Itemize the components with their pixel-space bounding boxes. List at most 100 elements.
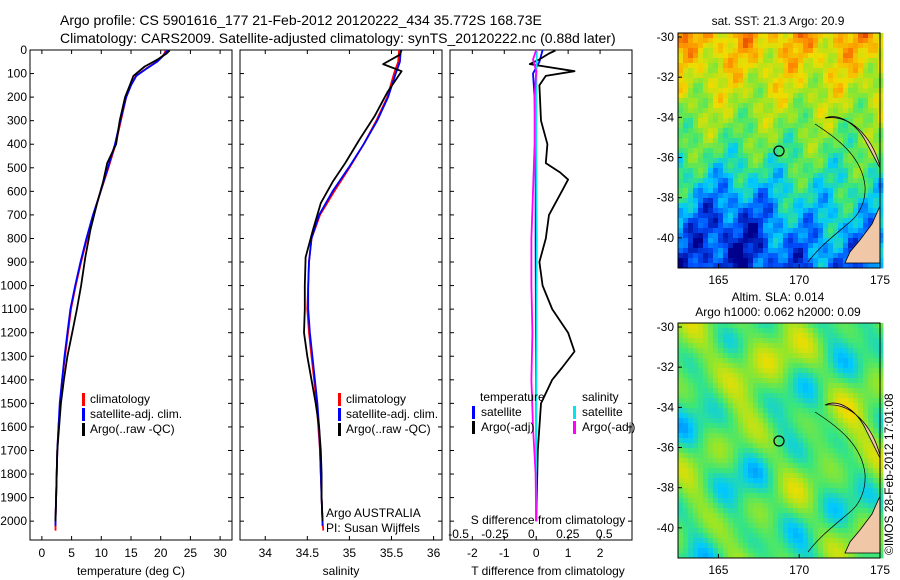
map-cell <box>738 348 744 354</box>
map-cell <box>868 328 874 334</box>
map-cell <box>703 423 709 429</box>
map-cell <box>708 428 714 434</box>
map-cell <box>698 493 704 499</box>
map-cell <box>818 33 824 39</box>
map-cell <box>778 468 784 474</box>
map-cell <box>698 173 704 179</box>
map-cell <box>818 253 824 259</box>
map-cell <box>848 183 854 189</box>
map-cell <box>828 38 834 44</box>
map-cell <box>808 263 814 269</box>
map-cell <box>833 448 839 454</box>
map-cell <box>693 123 699 129</box>
map-cell <box>743 453 749 459</box>
map-cell <box>828 363 834 369</box>
map-cell <box>778 48 784 54</box>
map-cell <box>728 153 734 159</box>
map-cell <box>698 263 704 269</box>
map-cell <box>703 543 709 549</box>
map-cell <box>783 223 789 229</box>
map-cell <box>703 38 709 44</box>
map-cell <box>718 168 724 174</box>
sla-map-panel: Altim. SLA: 0.014 Argo h1000: 0.062 h200… <box>657 290 891 577</box>
map-cell <box>773 508 779 514</box>
map-cell <box>828 188 834 194</box>
map-cell <box>778 178 784 184</box>
map-cell <box>838 463 844 469</box>
map-cell <box>698 348 704 354</box>
map-cell <box>873 403 879 409</box>
map-cell <box>778 128 784 134</box>
map-cell <box>808 438 814 444</box>
map-cell <box>843 348 849 354</box>
map-cell <box>843 478 849 484</box>
map-cell <box>743 243 749 249</box>
map-cell <box>733 383 739 389</box>
map-cell <box>693 133 699 139</box>
map-cell <box>708 258 714 264</box>
map-cell <box>678 193 684 199</box>
map-cell <box>693 388 699 394</box>
map-cell <box>758 78 764 84</box>
map-cell <box>683 233 689 239</box>
map-cell <box>813 263 819 269</box>
map-cell <box>843 53 849 59</box>
map-cell <box>833 428 839 434</box>
map-cell <box>723 168 729 174</box>
map-cell <box>778 403 784 409</box>
map-cell <box>848 418 854 424</box>
map-cell <box>808 348 814 354</box>
map-cell <box>823 83 829 89</box>
map-cell <box>733 323 739 329</box>
map-cell <box>698 488 704 494</box>
map-cell <box>698 518 704 524</box>
map-cell <box>793 93 799 99</box>
map-cell <box>843 408 849 414</box>
map-cell <box>873 483 879 489</box>
map-cell <box>858 188 864 194</box>
map-cell <box>788 193 794 199</box>
map-cell <box>823 553 829 559</box>
map-cell <box>808 468 814 474</box>
map-cell <box>683 238 689 244</box>
map-cell <box>858 33 864 39</box>
map-cell <box>738 143 744 149</box>
map-cell <box>808 158 814 164</box>
map-cell <box>798 513 804 519</box>
map-cell <box>838 203 844 209</box>
map-cell <box>743 343 749 349</box>
map-cell <box>843 193 849 199</box>
map-cell <box>753 38 759 44</box>
map-cell <box>718 463 724 469</box>
map-cell <box>778 238 784 244</box>
map-cell <box>738 33 744 39</box>
map-cell <box>713 538 719 544</box>
map-cell <box>833 333 839 339</box>
map-cell <box>843 518 849 524</box>
map-cell <box>803 73 809 79</box>
map-cell <box>793 83 799 89</box>
map-cell <box>848 388 854 394</box>
map-cell <box>808 108 814 114</box>
map-cell <box>878 188 884 194</box>
map-cell <box>733 363 739 369</box>
map-cell <box>853 373 859 379</box>
map-cell <box>743 493 749 499</box>
map-cell <box>828 373 834 379</box>
map-cell <box>718 223 724 229</box>
map-cell <box>688 73 694 79</box>
map-cell <box>808 58 814 64</box>
map-cell <box>783 213 789 219</box>
map-cell <box>758 328 764 334</box>
map-cell <box>718 408 724 414</box>
map-cell <box>773 543 779 549</box>
map-cell <box>833 48 839 54</box>
map-cell <box>718 158 724 164</box>
map-cell <box>818 218 824 224</box>
map-cell <box>738 418 744 424</box>
map-cell <box>808 418 814 424</box>
map-cell <box>733 338 739 344</box>
map-cell <box>838 323 844 329</box>
map-cell <box>843 38 849 44</box>
